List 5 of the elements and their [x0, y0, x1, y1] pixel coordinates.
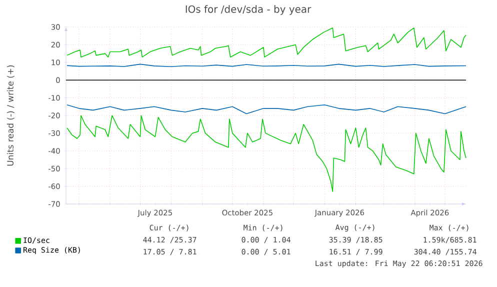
line-series	[66, 27, 466, 58]
chart-title: IOs for /dev/sda - by year	[186, 5, 312, 15]
line-series	[66, 104, 466, 114]
y-axis-title: Units read (-) / write (+)	[6, 65, 14, 166]
line-series	[66, 115, 466, 192]
